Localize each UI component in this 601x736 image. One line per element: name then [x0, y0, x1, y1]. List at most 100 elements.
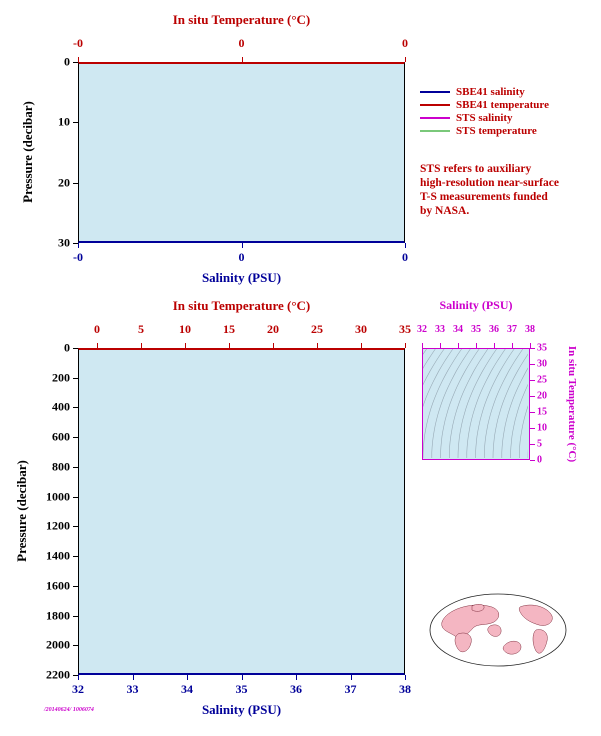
bottom-panel-temperature-axis-title: In situ Temperature (°C) — [172, 298, 311, 313]
tick-mark — [73, 348, 78, 349]
tick-mark — [73, 556, 78, 558]
tick-mark — [530, 343, 531, 348]
legend-label: SBE41 salinity — [456, 85, 525, 98]
tick-label: 35 — [235, 682, 248, 696]
top-panel-salinity-tick-marks — [78, 243, 406, 248]
tick-label: 38 — [399, 682, 411, 696]
top-panel-pressure-axis-title: Pressure (decibar) — [20, 101, 35, 203]
tick-label: 15 — [537, 406, 547, 418]
tick-mark — [73, 496, 78, 498]
tick-label: 10 — [537, 422, 547, 434]
tick-label: 34 — [181, 682, 193, 696]
tick-mark — [73, 243, 78, 244]
tick-label: 0 — [94, 322, 100, 336]
tick-mark — [530, 428, 535, 429]
bottom-panel-salinity-tick-labels: 32 33 34 35 36 37 38 — [72, 682, 411, 696]
tick-mark — [530, 396, 535, 397]
tick-label: 2000 — [46, 637, 70, 652]
tick-mark — [317, 343, 318, 348]
tick-mark — [73, 675, 78, 676]
tick-label: 0 — [402, 36, 408, 50]
tick-mark — [405, 343, 406, 348]
tick-label: 20 — [267, 322, 279, 336]
tick-label: 37 — [344, 682, 357, 696]
tick-mark — [405, 675, 406, 680]
tick-label: 0 — [537, 454, 542, 466]
tick-label: 32 — [417, 324, 427, 335]
tick-label: 35 — [471, 324, 481, 335]
tick-label: 33 — [126, 682, 139, 696]
tick-mark — [241, 57, 243, 62]
tick-mark — [73, 182, 78, 184]
tick-label: 0 — [64, 54, 70, 69]
landmasses — [441, 604, 553, 655]
tick-label: 1800 — [46, 608, 70, 623]
top-panel-pressure-tick-labels: 0 10 20 30 — [40, 55, 70, 250]
note-line: high-resolution near-surface — [420, 177, 559, 189]
plot-id-watermark: /20140624/ 1006074 — [44, 707, 94, 713]
tick-mark — [73, 62, 78, 63]
note-line: by NASA. — [420, 205, 470, 217]
ts-inset-temperature-axis-title: In situ Temperature (°C) — [566, 345, 578, 463]
ts-inset-plot-area — [422, 348, 530, 460]
tick-label: 0 — [238, 36, 245, 50]
tick-label: 10 — [58, 114, 70, 129]
tick-mark — [185, 343, 186, 348]
tick-label: 2200 — [46, 667, 70, 682]
tick-label: 32 — [72, 682, 84, 696]
top-panel-pressure-tick-marks — [73, 62, 78, 244]
note-line: T-S measurements funded — [420, 191, 548, 203]
tick-label: 600 — [52, 429, 70, 444]
legend-item: SBE41 temperature — [420, 98, 549, 111]
tick-label: 0 — [64, 340, 70, 355]
tick-mark — [530, 364, 535, 365]
tick-label: 33 — [434, 324, 445, 335]
legend-label: SBE41 temperature — [456, 98, 549, 111]
tick-label: 25 — [311, 322, 323, 336]
tick-label: 35 — [537, 342, 547, 354]
bottom-panel-pressure-tick-labels: 0 200 400 600 800 1000 1200 1400 1600 1800 2000 220… — [34, 341, 70, 682]
tick-mark — [350, 675, 352, 680]
tick-mark — [73, 526, 78, 528]
top-panel-salinity-axis-title: Salinity (PSU) — [201, 270, 282, 285]
tick-mark — [405, 57, 406, 62]
tick-label: 15 — [223, 322, 235, 336]
legend-label: STS temperature — [456, 124, 537, 137]
ts-inset-salinity-axis-title: Salinity (PSU) — [439, 298, 513, 312]
legend-line — [420, 90, 450, 93]
legend-label: STS salinity — [456, 111, 513, 124]
top-panel-temperature-tick-labels: -0 0 0 — [73, 36, 408, 50]
legend-item: SBE41 salinity — [420, 85, 549, 98]
tick-mark — [530, 444, 535, 445]
tick-label: 1400 — [46, 548, 70, 563]
tick-mark — [73, 615, 78, 617]
ts-inset-salinity-tick-marks — [422, 343, 531, 348]
tick-mark — [73, 377, 78, 379]
top-panel-temperature-axis-title: In situ Temperature (°C) — [172, 12, 311, 27]
isopycnal-contours — [423, 349, 528, 458]
legend-line — [420, 103, 450, 106]
tick-mark — [439, 343, 441, 348]
tick-label: 0 — [402, 250, 408, 264]
tick-mark — [530, 460, 535, 461]
tick-mark — [273, 343, 274, 348]
tick-label: 10 — [179, 322, 191, 336]
ts-inset-temperature-tick-labels: 35 30 25 20 15 10 5 0 — [537, 343, 557, 466]
tick-label: 25 — [537, 374, 547, 386]
tick-mark — [97, 343, 98, 348]
tick-label: 5 — [537, 438, 542, 450]
tick-label: 0 — [238, 250, 245, 264]
tick-label: 36 — [290, 682, 302, 696]
tick-mark — [457, 343, 459, 348]
tick-label: 38 — [525, 324, 535, 335]
tick-label: 400 — [52, 399, 70, 414]
tick-mark — [73, 437, 78, 439]
note-line: STS refers to auxiliary — [420, 163, 532, 175]
tick-label: 1000 — [46, 489, 70, 504]
tick-mark — [512, 343, 513, 348]
tick-mark — [73, 466, 78, 468]
tick-mark — [132, 675, 134, 680]
tick-mark — [187, 675, 188, 680]
tick-mark — [530, 412, 535, 413]
